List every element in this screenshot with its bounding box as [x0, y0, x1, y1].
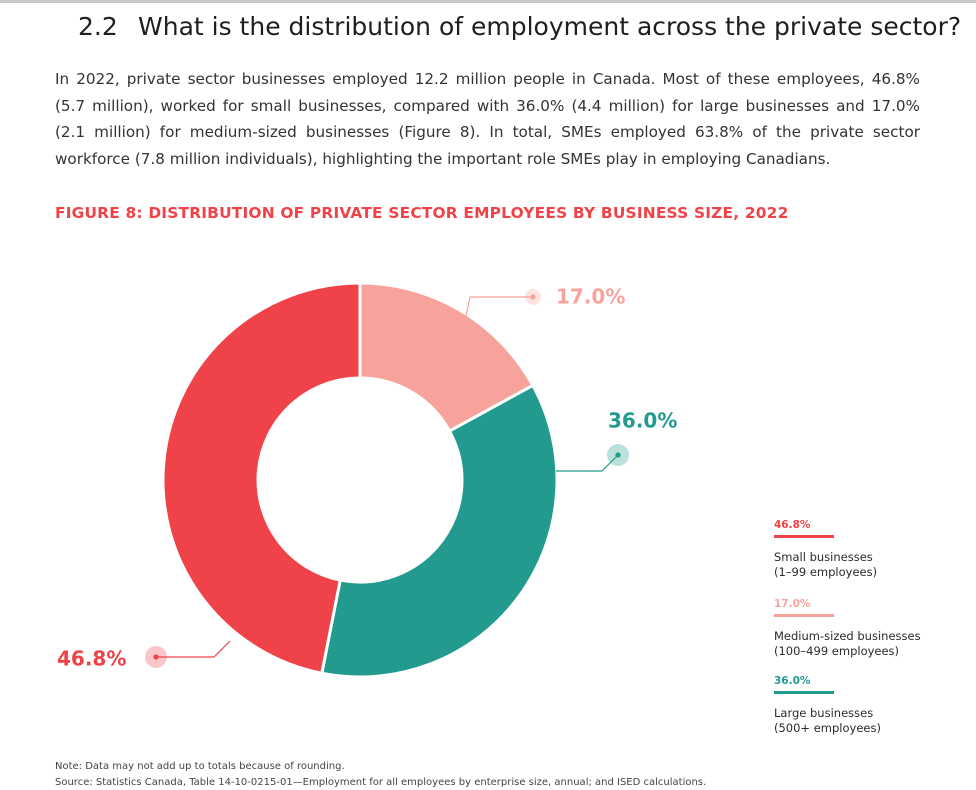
legend-pct-small: 46.8%	[774, 519, 811, 531]
section-heading: 2.2 What is the distribution of employmen…	[78, 12, 961, 41]
intro-paragraph: In 2022, private sector businesses emplo…	[55, 70, 920, 168]
donut-slice-small	[161, 281, 362, 675]
chart-note: Note: Data may not add up to totals beca…	[55, 761, 345, 772]
legend-swatch-small	[774, 535, 834, 538]
leader-line-small	[156, 640, 231, 658]
legend-label-large: Large businesses	[774, 706, 874, 720]
legend-sublabel-small: (1–99 employees)	[774, 564, 878, 579]
legend-swatch-medium	[774, 614, 834, 617]
leader-line-medium	[462, 296, 533, 331]
donut-slice-medium	[358, 281, 535, 433]
legend-swatch-large	[774, 691, 834, 694]
legend-label-small: Small businesses	[774, 550, 873, 564]
section-number: 2.2	[78, 12, 118, 41]
legend-item-small: 46.8% Small businesses (1–99 employees)	[774, 519, 877, 579]
legend-pct-large: 36.0%	[774, 675, 811, 687]
data-label-medium: 17.0%	[556, 285, 625, 309]
section-title: What is the distribution of employment a…	[138, 12, 962, 41]
figure-title: FIGURE 8: DISTRIBUTION OF PRIVATE SECTOR…	[55, 204, 789, 222]
leader-line-large	[556, 454, 619, 472]
callout-dot-large	[615, 452, 621, 458]
donut-slice-large	[320, 383, 559, 679]
chart-source: Source: Statistics Canada, Table 14-10-0…	[55, 777, 707, 788]
top-rule	[0, 0, 976, 3]
legend-item-medium: 17.0% Medium-sized businesses (100–499 e…	[774, 598, 921, 658]
data-label-large: 36.0%	[608, 409, 677, 433]
legend-sublabel-large: (500+ employees)	[774, 720, 881, 735]
data-label-small: 46.8%	[57, 647, 126, 671]
callout-dot-small	[153, 654, 159, 660]
legend-pct-medium: 17.0%	[774, 598, 811, 610]
legend-sublabel-medium: (100–499 employees)	[774, 643, 900, 658]
legend-label-medium: Medium-sized businesses	[774, 629, 921, 643]
legend-item-large: 36.0% Large businesses (500+ employees)	[774, 675, 881, 735]
callout-dot-medium	[530, 294, 536, 300]
